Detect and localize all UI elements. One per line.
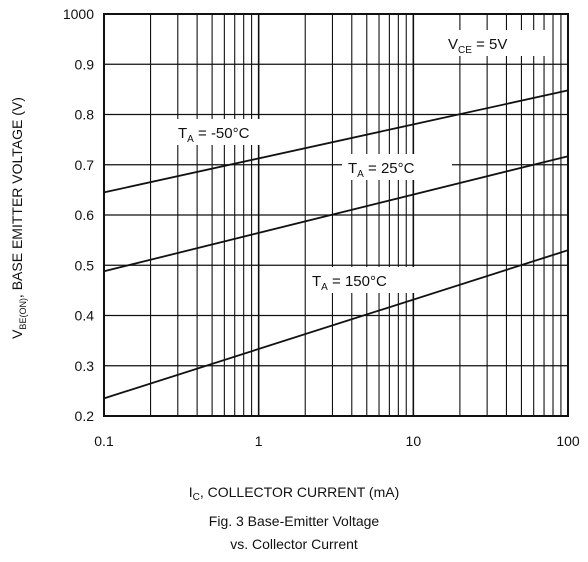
x-axis-label: IC, COLLECTOR CURRENT (mA) [0,484,588,503]
series-label-minus50-sub: A [187,134,194,145]
vce-annotation-rest: = 5V [472,36,507,53]
series-label-150: TA = 150°C [306,267,426,293]
y-tick-label: 0.8 [75,107,95,123]
series-label-minus50: TA = -50°C [172,119,290,145]
tick-labels: 0.2 0.3 0.4 0.5 0.6 0.7 0.8 0.9 1000 0.1 1 10 100 [63,6,580,449]
series-label-25-rest: = 25°C [364,160,415,177]
series-label-25: TA = 25°C [342,154,452,180]
y-tick-label: 0.9 [75,56,95,72]
x-axis-label-main: I [188,484,193,500]
vce-annotation: VCE = 5V [440,30,548,56]
series-label-minus50-rest: = -50°C [194,125,250,142]
y-tick-label: 0.2 [75,408,95,424]
y-tick-label: 0.3 [75,358,95,374]
x-tick-label: 1 [255,433,263,449]
plot-frame [103,13,569,417]
figure-caption-subtitle: vs. Collector Current [230,536,358,552]
svg-text:TA = 150°C: TA = 150°C [312,273,387,293]
y-axis-label-main: V [9,329,25,339]
y-tick-label: 1000 [63,6,94,22]
x-axis-label-sub: C [192,492,200,503]
y-tick-label: 0.4 [75,308,95,324]
series-label-150-main: T [312,273,321,290]
x-tick-label: 0.1 [94,433,114,449]
series-lines [103,89,569,400]
figure-caption-title: Fig. 3 Base-Emitter Voltage [208,513,380,529]
y-axis-label-rest: , BASE EMITTER VOLTAGE (V) [9,97,25,298]
series-label-150-rest: = 150°C [328,273,387,290]
series-label-25-main: T [348,160,357,177]
x-tick-label: 10 [406,433,422,449]
y-tick-label: 0.5 [75,257,95,273]
series-line-2 [103,249,569,400]
x-tick-label: 100 [556,433,580,449]
vce-annotation-main: V [448,36,458,53]
y-axis-label: VBE(ON), BASE EMITTER VOLTAGE (V) [9,97,28,339]
vce-annotation-sub: CE [458,45,472,56]
series-label-25-sub: A [357,169,364,180]
y-axis-label-sub: BE(ON) [18,298,28,330]
svg-text:VCE = 5V: VCE = 5V [448,36,507,56]
y-tick-label: 0.6 [75,207,95,223]
series-label-minus50-main: T [178,125,187,142]
x-axis-label-rest: , COLLECTOR CURRENT (mA) [199,484,400,500]
series-line-0 [103,89,569,194]
series-line-1 [103,155,569,273]
svg-text:TA = -50°C: TA = -50°C [178,125,250,145]
svg-text:TA = 25°C: TA = 25°C [348,160,415,180]
y-tick-label: 0.7 [75,157,95,173]
series-label-150-sub: A [321,282,328,293]
chart-grid [104,14,568,416]
